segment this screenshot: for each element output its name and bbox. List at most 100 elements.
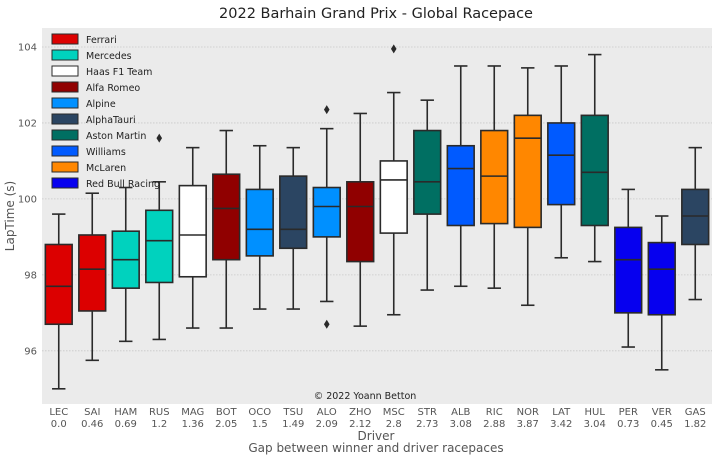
legend-swatch [51,113,79,125]
box-lec [44,213,73,390]
x-tick-label: RUS [149,407,170,418]
box-ver [647,215,676,371]
iqr-box [647,241,676,316]
x-tick-label: SAI [84,407,100,418]
outlier-marker [323,319,330,329]
box-gas [681,146,710,301]
iqr-box [379,160,408,234]
x-axis-sublabel: Gap between winner and driver racepaces [248,441,503,455]
x-tick-gap: 0.69 [115,419,137,430]
x-tick-gap: 0.45 [651,419,673,430]
iqr-box [44,243,73,326]
x-tick-gap: 0.73 [617,419,639,430]
x-tick-label: MAG [181,407,204,418]
x-tick-gap: 2.88 [483,419,505,430]
chart-title: 2022 Barhain Grand Prix - Global Racepac… [219,6,533,22]
box-lat [547,65,576,259]
x-tick-gap: 1.82 [684,419,706,430]
x-tick-gap: 3.08 [450,419,472,430]
iqr-box [78,234,107,312]
copyright-annotation: © 2022 Yoann Betton [314,391,417,402]
plot-area [42,28,712,404]
x-tick-label: RIC [486,407,503,418]
iqr-box [346,181,375,263]
legend-label: Alpine [86,99,116,110]
legend-label: Williams [86,147,126,158]
legend-swatch [51,49,79,61]
box-hul [580,53,609,263]
x-tick-gap: 3.87 [517,419,539,430]
outlier-marker [390,44,397,54]
box-per [614,188,643,348]
x-tick-gap: 1.5 [252,419,268,430]
box-alb [446,65,475,288]
box-ham [111,186,140,343]
x-tick-label: LAT [552,407,571,418]
x-tick-gap: 1.49 [282,419,304,430]
x-tick-label: ALO [317,407,337,418]
x-tick-label: PER [619,407,638,418]
x-tick-gap: 3.04 [584,419,606,430]
box-str [413,99,442,291]
iqr-box [145,209,174,284]
x-tick-gap: 1.36 [182,419,204,430]
legend-swatch [51,97,79,109]
x-tick-gap: 2.05 [215,419,237,430]
box-bot [212,129,241,329]
legend-swatch [51,145,79,157]
legend: Ferrari Mercedes Haas F1 Team Alfa Romeo Alp… [51,33,160,190]
box-zho [346,112,375,327]
x-tick-label: MSC [383,407,405,418]
iqr-box [312,186,341,238]
y-tick-label: 96 [24,346,37,357]
box-sai [78,192,107,362]
iqr-box [413,129,442,215]
outlier-marker [323,105,330,115]
box-mag [178,146,207,329]
x-tick-gap: 2.73 [416,419,438,430]
y-tick-label: 100 [18,194,37,205]
legend-item: Aston Martin [51,129,146,142]
box-tsu [279,146,308,310]
x-tick-label: ALB [451,407,470,418]
y-tick-label: 98 [24,270,37,281]
legend-item: Haas F1 Team [51,65,152,78]
x-tick-gap: 0.0 [51,419,67,430]
box-ric [480,65,509,289]
iqr-box [279,175,308,250]
legend-item: Ferrari [51,33,117,46]
x-tick-label: STR [418,407,437,418]
box-msc [379,44,408,316]
x-tick-label: NOR [517,407,539,418]
legend-swatch [51,161,79,173]
legend-label: Ferrari [86,35,117,46]
x-tick-gap: 0.46 [81,419,103,430]
legend-label: AlphaTauri [86,115,136,126]
y-tick-label: 104 [18,42,37,53]
legend-swatch [51,65,79,77]
x-tick-gap: 1.2 [151,419,167,430]
x-tick-label: HUL [585,407,606,418]
x-tick-label: TSU [282,407,303,418]
legend-item: Red Bull Racing [51,177,160,190]
x-tick-label: VER [652,407,672,418]
legend-label: Alfa Romeo [86,83,140,94]
legend-swatch [51,129,79,141]
legend-label: Aston Martin [86,131,146,142]
legend-label: McLaren [86,163,126,174]
x-tick-label: ZHO [349,407,371,418]
iqr-box [446,144,475,227]
x-tick-gap: 2.12 [349,419,371,430]
y-axis-label: LapTime (s) [3,181,17,251]
iqr-box [547,122,576,206]
box-alo [312,105,341,329]
legend-item: Alpine [51,97,116,110]
y-axis-ticks: 96 98 100 102 104 [18,42,37,357]
x-axis-label: Driver [358,429,395,443]
box-oco [245,144,274,310]
iqr-box [212,173,241,261]
legend-item: Mercedes [51,49,132,62]
x-tick-label: BOT [216,407,238,418]
